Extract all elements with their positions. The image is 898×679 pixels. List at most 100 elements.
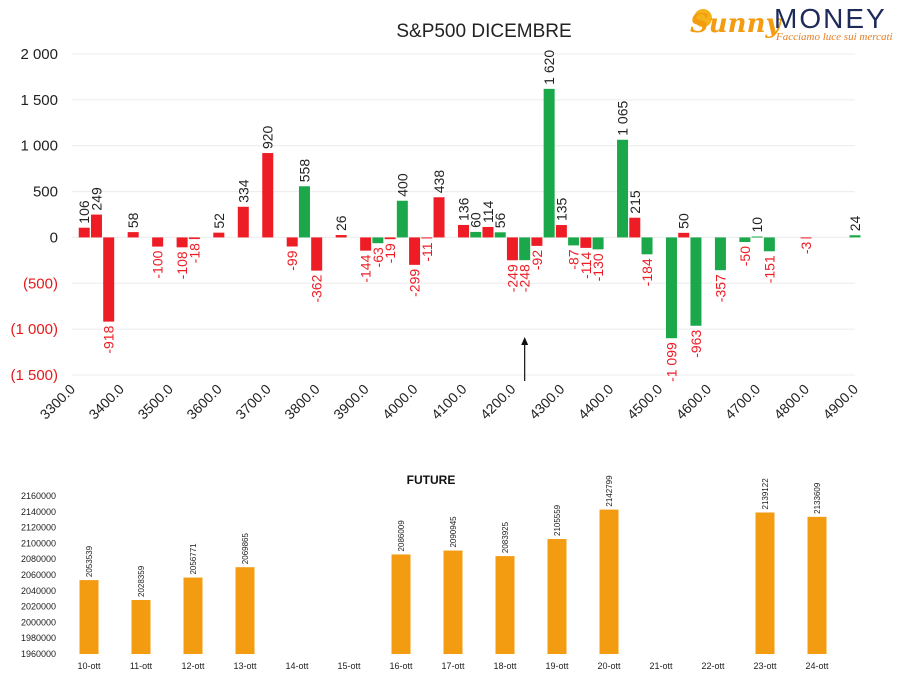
data-label: 2139122 [761, 478, 770, 510]
chart2-title: FUTURE [407, 473, 456, 487]
x-tick-label: 20-ott [597, 661, 621, 671]
data-label: 2090945 [449, 516, 458, 548]
x-tick-label: 18-ott [493, 661, 517, 671]
bar [714, 237, 726, 271]
bar [555, 225, 567, 238]
x-tick-label: 17-ott [441, 661, 465, 671]
x-tick-label: 4100.0 [428, 381, 470, 423]
data-label: -63 [370, 247, 386, 267]
bar [360, 237, 372, 251]
y-tick-label: (1 500) [10, 367, 58, 384]
data-label: -92 [529, 250, 545, 270]
y-tick-label: 0 [50, 229, 58, 246]
bar [176, 237, 188, 248]
bar [298, 186, 310, 238]
bar [800, 237, 812, 239]
x-tick-label: 4800.0 [771, 381, 813, 423]
data-label: -50 [737, 246, 753, 266]
x-tick-label: 4000.0 [379, 381, 421, 423]
data-label: 135 [553, 197, 569, 221]
chart1-title: S&P500 DICEMBRE [396, 21, 571, 42]
data-label: -3 [798, 241, 814, 254]
x-tick-label: 13-ott [233, 661, 257, 671]
bar [311, 237, 323, 271]
y-tick-label: 2 000 [20, 46, 58, 63]
y-tick-label: 2080000 [21, 554, 56, 564]
bar [763, 237, 775, 252]
y-tick-label: 1 500 [20, 92, 58, 109]
bar [235, 567, 255, 654]
bar [629, 217, 641, 238]
bar [665, 237, 677, 339]
data-label: -248 [517, 264, 533, 292]
y-tick-label: 2120000 [21, 523, 56, 533]
data-label: 56 [492, 213, 508, 229]
y-tick-label: 2100000 [21, 538, 56, 548]
data-label: -918 [101, 325, 117, 353]
y-tick-label: 500 [33, 184, 58, 201]
data-label: -184 [639, 258, 655, 286]
data-label: 106 [76, 200, 92, 224]
bar [127, 232, 139, 238]
x-tick-label: 12-ott [181, 661, 205, 671]
bar [286, 237, 298, 247]
data-label: 58 [125, 212, 141, 228]
data-label: 60 [468, 212, 484, 228]
bar [372, 237, 384, 244]
logo-sunny-text: Sunny [690, 9, 782, 39]
data-label: -963 [688, 330, 704, 358]
x-tick-label: 21-ott [649, 661, 673, 671]
data-label: 334 [235, 179, 251, 203]
data-label: 2028359 [137, 565, 146, 597]
x-tick-label: 4600.0 [673, 381, 715, 423]
y-tick-label: 2000000 [21, 617, 56, 627]
data-label: -18 [186, 243, 202, 263]
data-label: -19 [382, 243, 398, 263]
bar [849, 235, 861, 238]
data-label: 114 [480, 200, 496, 223]
data-label: -100 [150, 250, 166, 278]
data-label: 2142799 [605, 475, 614, 507]
bar [421, 237, 433, 239]
bar [458, 224, 469, 238]
x-tick-label: 4700.0 [722, 381, 764, 423]
logo: Sunny MONEY Facciamo luce sui mercati [690, 3, 893, 43]
bar [495, 556, 515, 654]
data-label: 2083925 [501, 521, 510, 553]
data-label: 52 [211, 213, 227, 229]
data-label: 249 [88, 187, 104, 211]
bar [188, 237, 200, 240]
bar [678, 232, 690, 238]
data-label: -362 [309, 274, 325, 302]
bar [213, 232, 225, 238]
bar [751, 236, 763, 238]
data-label: -299 [407, 269, 423, 297]
y-tick-label: 2020000 [21, 602, 56, 612]
data-label: -151 [761, 255, 777, 283]
data-label: -87 [566, 249, 582, 269]
data-label: -249 [504, 264, 520, 292]
x-tick-label: 3300.0 [37, 381, 79, 423]
data-label: 2105559 [553, 504, 562, 536]
bar [494, 232, 506, 238]
bar [391, 554, 411, 654]
data-label: -1 099 [663, 342, 679, 382]
x-tick-label: 3800.0 [281, 381, 323, 423]
y-tick-label: 2160000 [21, 491, 56, 501]
bar [690, 237, 702, 326]
data-label: -130 [590, 253, 606, 281]
data-label: -99 [284, 250, 300, 270]
arrow-icon [521, 337, 529, 381]
bar [531, 237, 543, 246]
data-label: -144 [358, 254, 374, 282]
data-label: 2086009 [397, 520, 406, 552]
x-tick-label: 3500.0 [134, 381, 176, 423]
bar [755, 512, 775, 654]
bar [506, 237, 518, 261]
future-chart: FUTURE 2160000 2140000 2120000 2100000 20800… [21, 473, 829, 671]
data-label: 920 [260, 125, 276, 149]
bar [396, 200, 408, 238]
data-label: 136 [456, 197, 472, 221]
bar [580, 237, 592, 248]
bar [568, 237, 580, 246]
